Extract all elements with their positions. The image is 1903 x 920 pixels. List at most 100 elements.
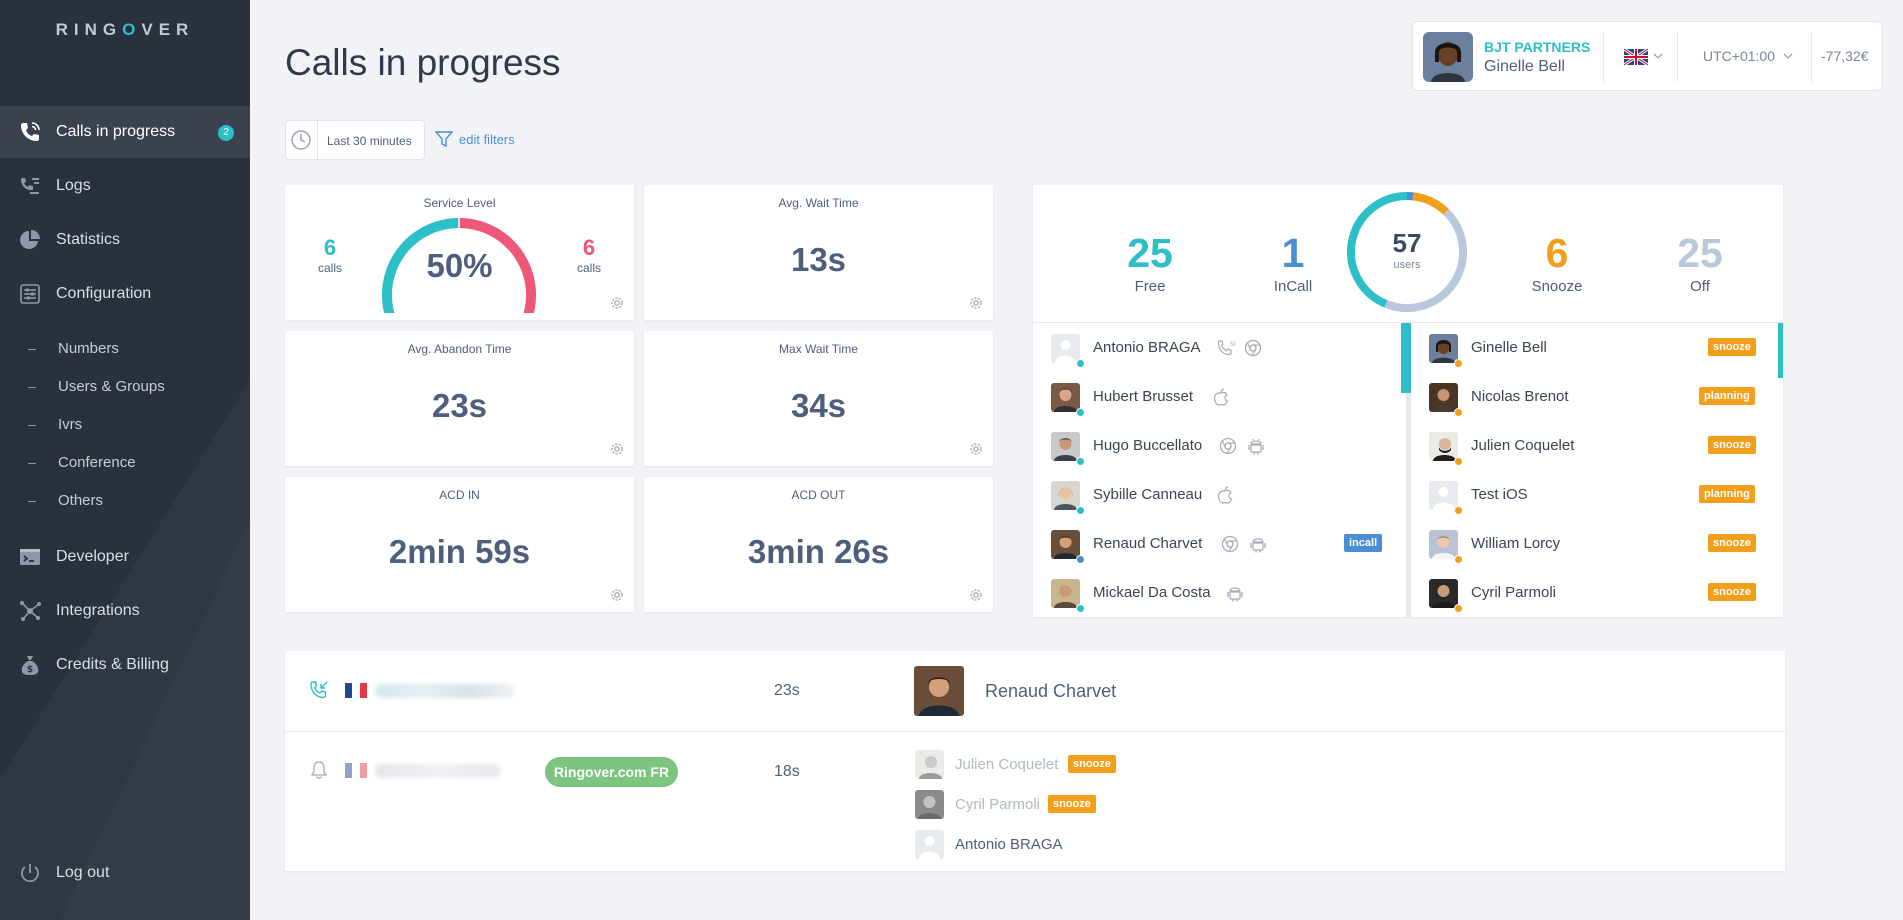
nav-credits-billing[interactable]: $ Credits & Billing (0, 639, 250, 691)
sidebar: RINGOVER Calls in progress 2 Logs Statis… (0, 0, 250, 920)
gear-icon[interactable] (968, 587, 984, 603)
pie-chart-icon (20, 230, 40, 249)
nav-sub-conference[interactable]: Conference (28, 454, 136, 471)
user-row[interactable]: Cyril Parmoli snooze (1411, 568, 1783, 617)
nav-statistics[interactable]: Statistics (0, 214, 250, 266)
agent-name: Renaud Charvet (985, 681, 1117, 701)
credit-balance[interactable]: -77,32€ (1821, 48, 1869, 64)
timezone-selector[interactable]: UTC+01:00 (1703, 48, 1775, 64)
avatar-placeholder (1051, 334, 1080, 363)
nav-sub-ivrs[interactable]: Ivrs (28, 416, 82, 433)
nav-logs[interactable]: Logs (0, 160, 250, 212)
user-name: Hugo Buccellato (1093, 437, 1203, 454)
user-row[interactable]: Sybille Canneau (1033, 470, 1406, 519)
france-flag-icon (345, 763, 367, 778)
chevron-down-icon[interactable] (1783, 53, 1793, 59)
status-tag-snooze: snooze (1708, 436, 1756, 454)
status-tag-snooze: snooze (1708, 338, 1756, 356)
nav-sub-others[interactable]: Others (28, 492, 103, 509)
bell-icon (310, 761, 328, 779)
user-row[interactable]: Hugo Buccellato (1033, 421, 1406, 470)
off-users-count[interactable]: 25 Off (1677, 230, 1723, 295)
user-avatar (1429, 579, 1458, 608)
user-name: Renaud Charvet (1093, 535, 1203, 552)
nav-label: Configuration (56, 285, 152, 302)
card-title: ACD IN (439, 488, 480, 502)
time-range-filter[interactable]: Last 30 minutes (285, 120, 425, 160)
ringover-logo[interactable]: RINGOVER (55, 20, 195, 39)
apple-icon (1213, 388, 1229, 406)
user-avatar (1051, 530, 1080, 559)
gear-icon[interactable] (968, 295, 984, 311)
call-duration: 23s (774, 682, 800, 699)
status-tag-incall: incall (1344, 534, 1383, 552)
svg-text:$: $ (27, 665, 33, 675)
snooze-users-count[interactable]: 6 Snooze (1531, 230, 1583, 295)
user-row[interactable]: Hubert Brusset (1033, 372, 1406, 421)
france-flag-icon (345, 683, 367, 698)
active-call-row[interactable]: 23s Renaud Charvet (285, 651, 1785, 731)
user-row[interactable]: Nicolas Brenot planning (1411, 372, 1783, 421)
user-avatar (1429, 530, 1458, 559)
user-row[interactable]: William Lorcy snooze (1411, 519, 1783, 568)
user-row[interactable]: Renaud Charvet incall (1033, 519, 1406, 568)
card-title: ACD OUT (791, 488, 846, 502)
logout-button[interactable]: Log out (0, 847, 250, 899)
scrollbar-divider[interactable] (1406, 323, 1411, 393)
user-avatar (1051, 383, 1080, 412)
nav-calls-in-progress[interactable]: Calls in progress 2 (0, 106, 250, 158)
user-name: William Lorcy (1471, 535, 1561, 552)
user-row[interactable]: Ginelle Bell snooze (1411, 323, 1783, 372)
nav-developer[interactable]: Developer (0, 531, 250, 583)
incall-users-count[interactable]: 1 InCall (1273, 230, 1313, 295)
chrome-icon (1219, 437, 1237, 455)
page-title: Calls in progress (285, 42, 561, 83)
card-value: 3min 26s (747, 533, 890, 570)
nav-sub-users-groups[interactable]: Users & Groups (28, 378, 165, 395)
user-avatar (1429, 432, 1458, 461)
android-icon (1248, 438, 1264, 455)
donut-segment (1384, 208, 1467, 312)
agent-name: Julien Coquelet (955, 756, 1059, 773)
android-icon (1227, 587, 1243, 602)
scrollbar-unavailable[interactable] (1778, 323, 1783, 378)
user-avatar[interactable] (1423, 32, 1473, 82)
user-row[interactable]: Antonio BRAGA SIP (1033, 323, 1406, 372)
user-name: Ginelle Bell (1484, 58, 1565, 75)
account-panel: BJT PARTNERS Ginelle Bell UTC+01:00 -77,… (1412, 21, 1883, 91)
user-row[interactable]: Julien Coquelet snooze (1411, 421, 1783, 470)
acd-out-card: ACD OUT 3min 26s (644, 477, 993, 612)
nav-label: Calls in progress (56, 123, 176, 140)
money-bag-icon: $ (21, 656, 39, 675)
nav-integrations[interactable]: Integrations (0, 585, 250, 637)
user-row[interactable]: Test iOS planning (1411, 470, 1783, 519)
gear-icon[interactable] (609, 295, 625, 311)
unavailable-users-list: Ginelle Bell snooze Nicolas Brenot plann… (1411, 323, 1783, 617)
free-users-count[interactable]: 25 Free (1127, 230, 1173, 295)
status-tag-snooze: snooze (1048, 795, 1096, 813)
apple-icon (1217, 486, 1233, 504)
gear-icon[interactable] (609, 441, 625, 457)
chevron-down-icon[interactable] (1653, 53, 1663, 59)
gear-icon[interactable] (609, 587, 625, 603)
nav-sub-numbers[interactable]: Numbers (28, 340, 119, 357)
sliders-icon (20, 284, 40, 304)
ringing-call-row[interactable]: Ringover.com FR 18s Julien Coquelet snoo… (285, 732, 1785, 871)
user-name: Mickael Da Costa (1093, 584, 1211, 601)
terminal-icon (20, 549, 40, 565)
edit-filters-link[interactable]: edit filters (435, 130, 515, 148)
user-avatar (1051, 579, 1080, 608)
nav-configuration[interactable]: Configuration (0, 268, 250, 320)
service-level-gauge (381, 218, 537, 313)
avg-abandon-time-card: Avg. Abandon Time 23s (285, 331, 634, 466)
company-name: BJT PARTNERS (1484, 39, 1591, 55)
gear-icon[interactable] (968, 441, 984, 457)
user-name: Sybille Canneau (1093, 486, 1203, 503)
agent-avatar (914, 666, 964, 716)
scrollbar-available[interactable] (1401, 323, 1406, 393)
user-name: Ginelle Bell (1471, 339, 1547, 356)
filter-icon (435, 131, 453, 148)
user-avatar (1429, 383, 1458, 412)
user-row[interactable]: Mickael Da Costa (1033, 568, 1406, 617)
language-selector[interactable] (1623, 47, 1649, 70)
